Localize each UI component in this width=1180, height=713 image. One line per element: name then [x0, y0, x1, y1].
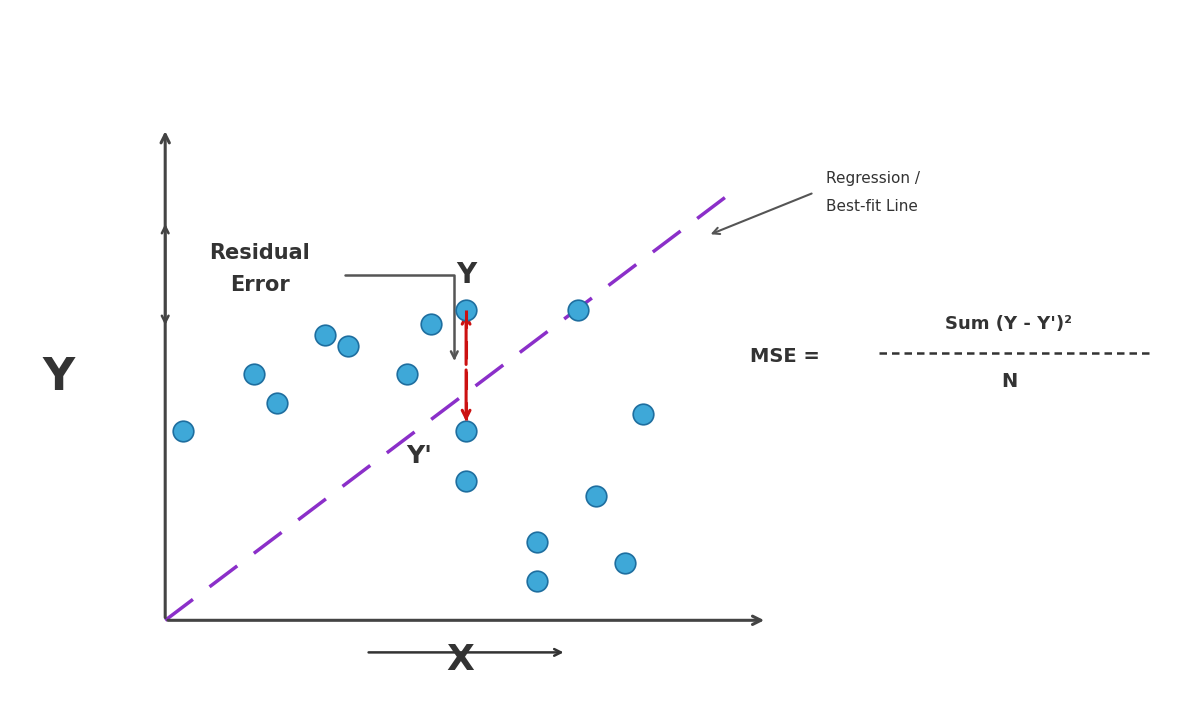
- Point: [398, 369, 417, 380]
- Text: MSE =: MSE =: [750, 347, 820, 366]
- Text: Y': Y': [406, 444, 432, 468]
- Point: [457, 426, 476, 437]
- Point: [457, 476, 476, 487]
- Text: Residual: Residual: [209, 243, 310, 263]
- Text: Y: Y: [42, 356, 76, 399]
- Point: [421, 319, 440, 330]
- Point: [339, 340, 358, 352]
- Point: [268, 397, 287, 409]
- Text: X: X: [446, 642, 474, 677]
- Text: Error: Error: [230, 275, 289, 295]
- Point: [586, 490, 605, 501]
- Point: [569, 304, 588, 316]
- Point: [527, 536, 546, 548]
- Text: N: N: [1001, 372, 1017, 391]
- Text: Regression /: Regression /: [826, 170, 920, 186]
- Point: [616, 558, 635, 569]
- Text: Best-fit Line: Best-fit Line: [826, 199, 918, 215]
- Point: [457, 304, 476, 316]
- Point: [527, 575, 546, 587]
- Point: [173, 426, 192, 437]
- Text: Sum (Y - Y')²: Sum (Y - Y')²: [945, 315, 1073, 334]
- Point: [244, 369, 263, 380]
- Text: Y: Y: [455, 260, 477, 289]
- Point: [634, 408, 653, 419]
- Point: [315, 329, 334, 341]
